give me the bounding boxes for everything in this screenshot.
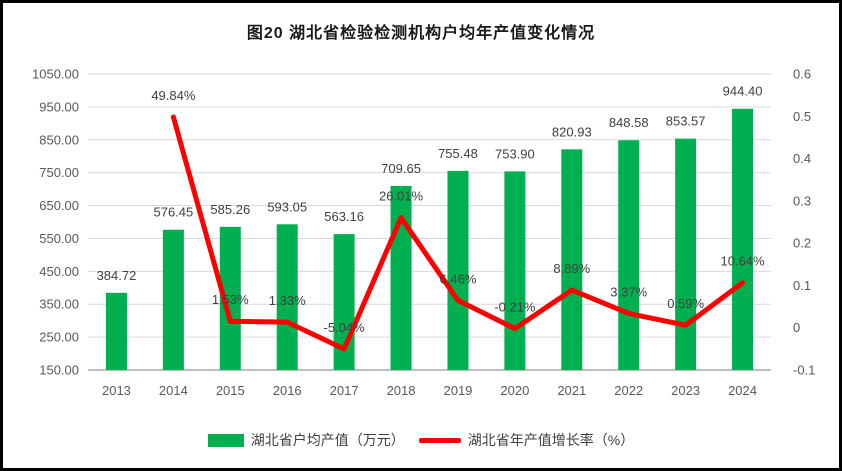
y-right-tick-label: 0.1 <box>793 278 811 293</box>
legend-item-bar-series: 湖北省户均产值（万元） <box>207 430 405 450</box>
plot-area: 1050.00 950.00 850.00 750.00 650.00 550.00 450… <box>32 67 815 399</box>
bar-value-label: 944.40 <box>723 84 763 99</box>
line-series-label: 湖北省年产值增长率（%） <box>467 432 635 448</box>
growth-point-label: 0.59% <box>667 296 704 311</box>
x-tick-label: 2017 <box>330 383 359 398</box>
bar-value-label: 585.26 <box>210 202 250 217</box>
y-right-tick-label: 0.4 <box>793 151 811 166</box>
legend-item-line-series: 湖北省年产值增长率（%） <box>418 430 635 450</box>
x-tick-label: 2021 <box>557 383 586 398</box>
y-right-tick-label: 0.2 <box>793 236 811 251</box>
bar-2024 <box>732 108 754 371</box>
bar-value-label: 576.45 <box>153 205 193 220</box>
legend: 湖北省户均产值（万元） 湖北省年产值增长率（%） <box>3 430 839 450</box>
bar-2016 <box>276 224 298 370</box>
bar-value-label: 563.16 <box>324 209 364 224</box>
y-right-tick-label: -0.1 <box>793 363 815 378</box>
y-right-tick-label: 0.6 <box>793 67 811 82</box>
bar-2023 <box>675 138 697 370</box>
y-left-tick-label: 150.00 <box>39 363 79 378</box>
bar-value-label: 709.65 <box>381 161 421 176</box>
x-tick-label: 2013 <box>102 383 131 398</box>
growth-point-label: -5.04% <box>324 320 366 335</box>
y-right-tick-label: 0 <box>793 320 800 335</box>
x-tick-label: 2020 <box>500 383 529 398</box>
growth-point-label: 26.01% <box>379 189 424 204</box>
bar-2022 <box>618 140 640 370</box>
line-series-swatch <box>418 437 461 443</box>
growth-point-label: 8.89% <box>553 261 590 276</box>
bar-2014 <box>162 229 184 370</box>
growth-rate-line <box>170 114 746 352</box>
y-left-tick-label: 1050.00 <box>32 67 79 82</box>
bar-2018 <box>390 185 412 370</box>
y-left-tick-label: 250.00 <box>39 330 79 345</box>
bar-series-swatch <box>207 433 244 447</box>
y-left-tick-label: 650.00 <box>39 198 79 213</box>
bar-value-label: 384.72 <box>97 268 137 283</box>
x-tick-label: 2015 <box>216 383 245 398</box>
growth-point-label: 1.33% <box>269 293 306 308</box>
bar-2019 <box>447 170 469 370</box>
chart-title: 图20 湖北省检验检测机构户均年产值变化情况 <box>246 25 596 42</box>
bar-2013 <box>105 292 127 370</box>
y-left-tick-label: 550.00 <box>39 231 79 246</box>
growth-point-label: 3.37% <box>610 284 647 299</box>
bar-value-label: 853.57 <box>666 114 706 129</box>
y-right-tick-label: 0.5 <box>793 109 811 124</box>
x-tick-label: 2016 <box>273 383 302 398</box>
bar-2015 <box>219 226 241 370</box>
y-left-tick-label: 850.00 <box>39 132 79 147</box>
y-left-tick-label: 950.00 <box>39 99 79 114</box>
bar-value-label: 753.90 <box>495 146 535 161</box>
x-tick-label: 2023 <box>671 383 700 398</box>
bar-2020 <box>504 171 526 370</box>
growth-point-label: 6.46% <box>440 271 477 286</box>
bar-series-label: 湖北省户均产值（万元） <box>250 432 405 448</box>
y-left-tick-label: 450.00 <box>39 264 79 279</box>
bar-value-label: 755.48 <box>438 146 478 161</box>
bar-value-label: 820.93 <box>552 124 592 139</box>
x-tick-label: 2022 <box>614 383 643 398</box>
growth-point-label: 10.64% <box>720 254 765 269</box>
x-tick-label: 2019 <box>443 383 472 398</box>
growth-point-label: 49.84% <box>151 88 196 103</box>
y-right-tick-label: 0.3 <box>793 193 811 208</box>
growth-point-label: 1.53% <box>212 292 249 307</box>
bar-value-label: 848.58 <box>609 115 649 130</box>
bar-2021 <box>561 149 583 370</box>
x-tick-label: 2014 <box>159 383 188 398</box>
growth-point-label: -0.21% <box>494 300 536 315</box>
bar-value-label: 593.05 <box>267 199 307 214</box>
x-tick-label: 2018 <box>387 383 416 398</box>
x-tick-label: 2024 <box>728 383 757 398</box>
y-left-tick-label: 750.00 <box>39 165 79 180</box>
y-left-tick-label: 350.00 <box>39 297 79 312</box>
